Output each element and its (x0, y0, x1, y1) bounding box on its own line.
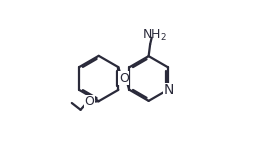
Text: NH$_2$: NH$_2$ (142, 28, 167, 43)
Text: O: O (119, 72, 129, 85)
Text: O: O (84, 95, 94, 108)
Text: N: N (164, 83, 174, 97)
